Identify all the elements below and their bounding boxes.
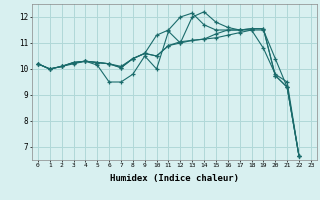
X-axis label: Humidex (Indice chaleur): Humidex (Indice chaleur) [110,174,239,183]
